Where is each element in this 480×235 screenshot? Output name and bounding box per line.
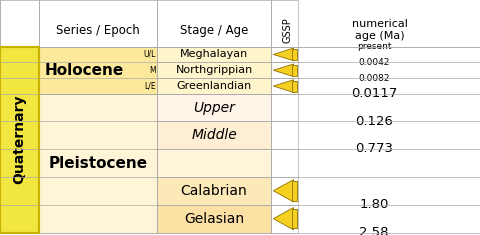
Bar [39, 0, 157, 47]
Text: 0.0082: 0.0082 [359, 74, 390, 83]
Text: L/E: L/E [144, 82, 156, 90]
Text: Calabrian: Calabrian [180, 184, 248, 198]
Bar [271, 78, 298, 94]
Text: Northgrippian: Northgrippian [176, 65, 252, 75]
Text: Holocene: Holocene [45, 63, 124, 78]
Bar [298, 47, 480, 233]
Text: Series / Epoch: Series / Epoch [56, 24, 140, 37]
Text: Quaternary: Quaternary [12, 95, 27, 184]
Text: Middle: Middle [191, 128, 237, 142]
Text: 0.126: 0.126 [355, 115, 393, 128]
Polygon shape [274, 48, 294, 61]
Bar [292, 209, 297, 228]
Text: 0.773: 0.773 [355, 142, 393, 155]
Text: Stage / Age: Stage / Age [180, 24, 248, 37]
Bar [0, 0, 39, 47]
Polygon shape [274, 80, 294, 92]
Bar [271, 149, 298, 177]
Bar [271, 47, 298, 62]
Text: Pleistocene: Pleistocene [48, 156, 148, 171]
Polygon shape [274, 208, 294, 230]
Bar [0, 47, 39, 233]
Bar [271, 121, 298, 149]
Bar [271, 94, 298, 121]
Text: U/L: U/L [143, 50, 156, 59]
Polygon shape [274, 180, 294, 202]
Bar [292, 65, 297, 76]
Bar [292, 81, 297, 92]
Text: 0.0117: 0.0117 [351, 87, 397, 101]
Bar [157, 47, 271, 62]
Bar [271, 205, 298, 233]
Bar [157, 177, 271, 205]
Bar [157, 78, 271, 94]
Bar [157, 205, 271, 233]
Bar [271, 62, 298, 78]
Bar [39, 94, 157, 233]
Bar [292, 49, 297, 60]
Text: Greenlandian: Greenlandian [177, 81, 252, 91]
Text: present: present [357, 42, 392, 51]
Bar [157, 0, 271, 47]
Bar [39, 47, 157, 94]
Text: 1.80: 1.80 [360, 198, 389, 211]
Bar [157, 94, 271, 121]
Text: 2.58: 2.58 [360, 226, 389, 235]
Text: Gelasian: Gelasian [184, 212, 244, 226]
Bar [157, 149, 271, 177]
Bar [292, 181, 297, 200]
Bar [157, 121, 271, 149]
Bar [271, 177, 298, 205]
Text: M: M [149, 66, 156, 75]
Bar [271, 0, 298, 47]
Text: GSSP: GSSP [282, 17, 292, 43]
Polygon shape [274, 64, 294, 77]
Text: Upper: Upper [193, 101, 235, 115]
Text: numerical
age (Ma): numerical age (Ma) [352, 19, 408, 41]
Text: 0.0042: 0.0042 [359, 58, 390, 67]
Bar [298, 0, 480, 47]
Bar [157, 62, 271, 78]
Text: Meghalayan: Meghalayan [180, 49, 248, 59]
